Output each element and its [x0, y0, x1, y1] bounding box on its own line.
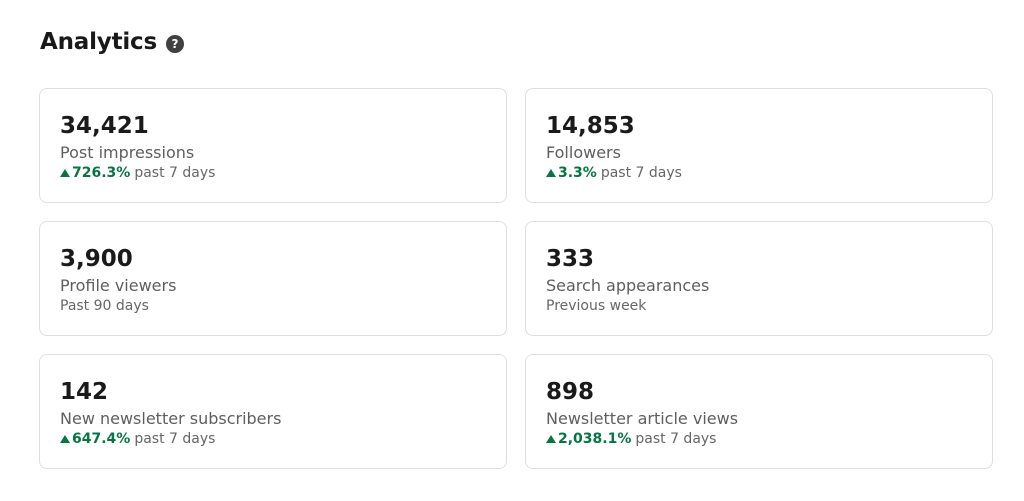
card-value: 3,900: [60, 246, 133, 272]
card-label: Profile viewers: [60, 276, 177, 295]
card-label: Newsletter article views: [546, 409, 739, 428]
trend-period: past 7 days: [600, 165, 682, 181]
arrow-up-icon: [546, 434, 556, 443]
trend-indicator: 647.4%: [60, 430, 130, 448]
card-label: Post impressions: [60, 143, 195, 162]
analytics-header: Analytics ?: [40, 26, 184, 58]
arrow-up-icon: [60, 434, 70, 443]
card-label: Search appearances: [546, 276, 710, 295]
card-value: 142: [60, 379, 109, 405]
trend-indicator: 2,038.1%: [546, 430, 631, 448]
trend-period: Past 90 days: [60, 298, 149, 314]
card-subtext: 3.3% past 7 days: [546, 164, 972, 182]
card-subtext: Previous week: [546, 297, 972, 315]
card-value: 34,421: [60, 113, 149, 139]
card-post-impressions[interactable]: 34,421 Post impressions 726.3% past 7 da…: [39, 88, 507, 203]
trend-period: past 7 days: [134, 165, 216, 181]
page-title: Analytics: [40, 29, 157, 55]
trend-period: Previous week: [546, 298, 647, 314]
card-subtext: 647.4% past 7 days: [60, 430, 486, 448]
card-label: Followers: [546, 143, 621, 162]
card-subtext: Past 90 days: [60, 297, 486, 315]
trend-value: 3.3%: [558, 165, 597, 181]
analytics-card-grid: 34,421 Post impressions 726.3% past 7 da…: [39, 88, 993, 469]
card-value: 14,853: [546, 113, 635, 139]
card-label: New newsletter subscribers: [60, 409, 282, 428]
trend-indicator: 726.3%: [60, 164, 130, 182]
trend-value: 647.4%: [72, 431, 131, 447]
arrow-up-icon: [60, 168, 70, 177]
card-value: 333: [546, 246, 595, 272]
card-profile-viewers[interactable]: 3,900 Profile viewers Past 90 days: [39, 221, 507, 336]
help-icon[interactable]: ?: [165, 34, 184, 53]
card-newsletter-article-views[interactable]: 898 Newsletter article views 2,038.1% pa…: [525, 354, 993, 469]
trend-value: 726.3%: [72, 165, 131, 181]
arrow-up-icon: [546, 168, 556, 177]
card-newsletter-subscribers[interactable]: 142 New newsletter subscribers 647.4% pa…: [39, 354, 507, 469]
card-value: 898: [546, 379, 595, 405]
card-subtext: 726.3% past 7 days: [60, 164, 486, 182]
trend-value: 2,038.1%: [558, 431, 632, 447]
card-subtext: 2,038.1% past 7 days: [546, 430, 972, 448]
trend-period: past 7 days: [635, 431, 717, 447]
trend-period: past 7 days: [134, 431, 216, 447]
trend-indicator: 3.3%: [546, 164, 597, 182]
card-followers[interactable]: 14,853 Followers 3.3% past 7 days: [525, 88, 993, 203]
card-search-appearances[interactable]: 333 Search appearances Previous week: [525, 221, 993, 336]
